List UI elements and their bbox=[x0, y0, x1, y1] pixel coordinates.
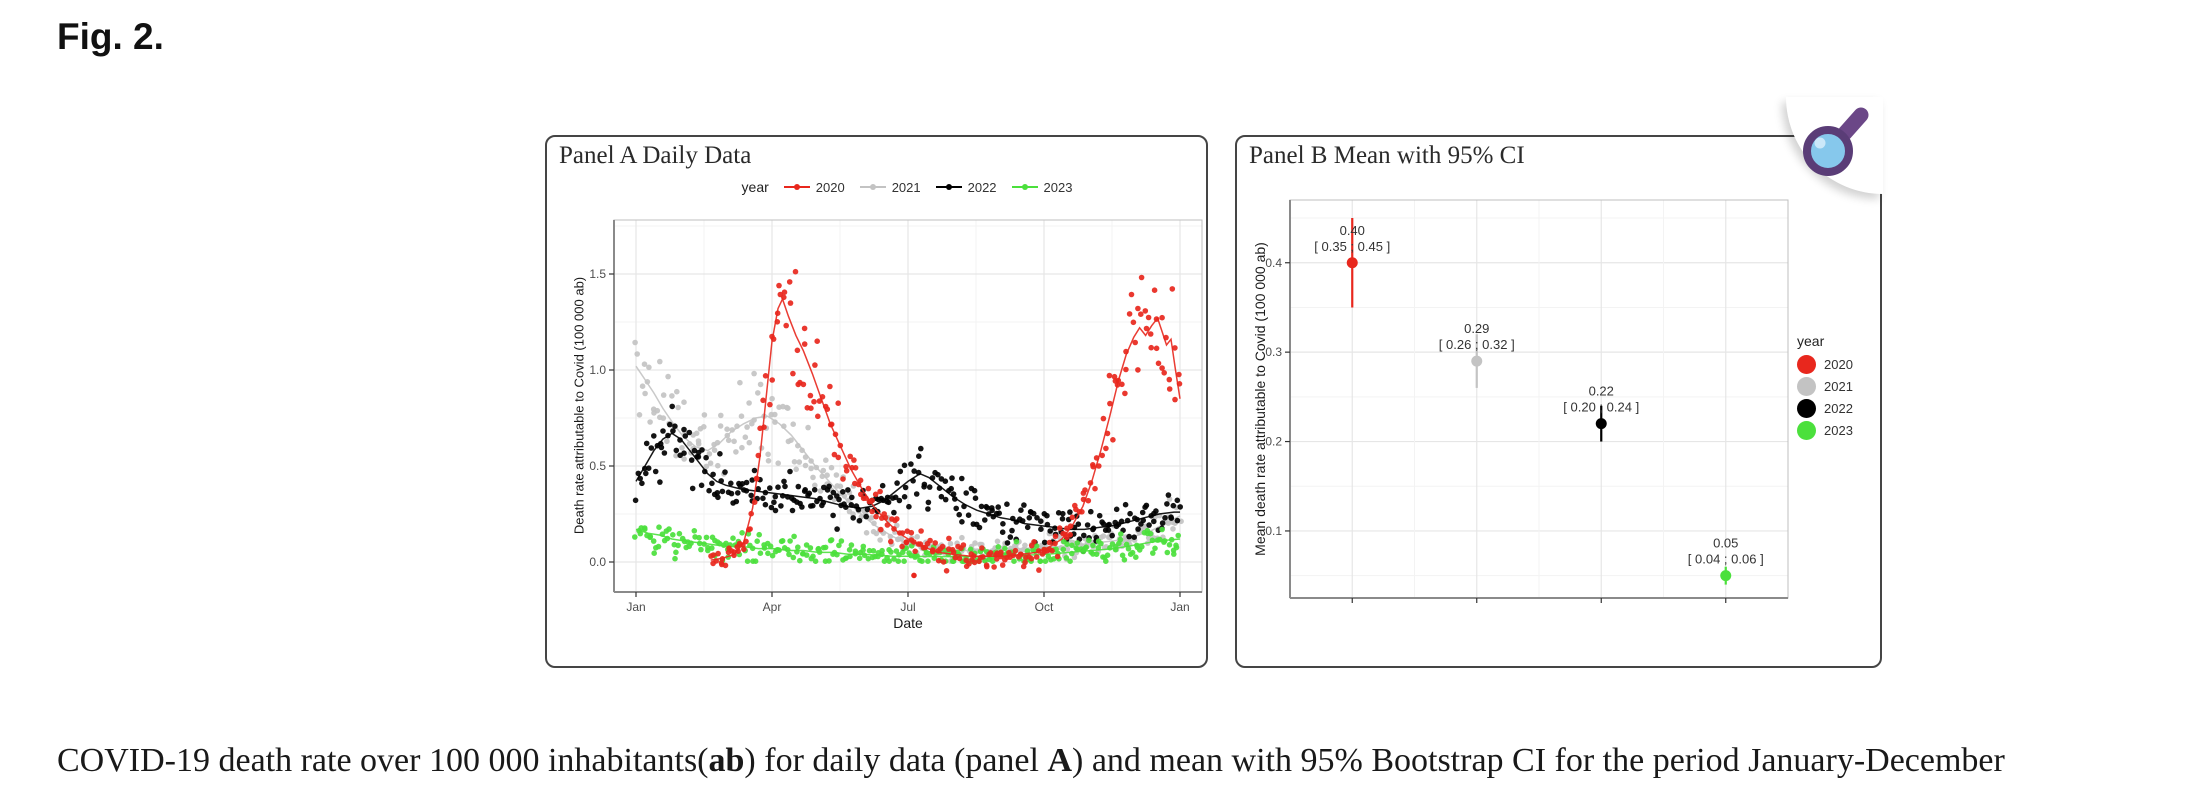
panel-b-title: Panel B Mean with 95% CI bbox=[1249, 142, 1525, 169]
pointrange-2021: 0.29[ 0.26 ; 0.32 ] bbox=[1439, 321, 1515, 388]
legend-item-label: 2022 bbox=[1824, 400, 1853, 416]
svg-text:Jan: Jan bbox=[1170, 600, 1189, 614]
legend-dot-marker bbox=[1797, 376, 1816, 396]
panel-b-legend-title: year bbox=[1797, 333, 1825, 349]
svg-text:0.4: 0.4 bbox=[1265, 256, 1282, 270]
legend-item-label: 2022 bbox=[967, 179, 997, 195]
legend-item-label: 2021 bbox=[1824, 378, 1853, 394]
panel-b-gridlines bbox=[1290, 200, 1788, 598]
panel-a-legend-item-2020: 2020 bbox=[783, 179, 845, 195]
panel-b-chart: 0.40[ 0.35 ; 0.45 ]0.29[ 0.26 ; 0.32 ]0.… bbox=[1265, 199, 1789, 603]
caption-segment: ) for daily data (panel bbox=[744, 742, 1048, 779]
pointrange-2023: 0.05[ 0.04 ; 0.06 ] bbox=[1688, 536, 1764, 585]
ci-value-label: [ 0.04 ; 0.06 ] bbox=[1688, 552, 1764, 567]
panel-b-y-axis-label: Mean death rate attributable to Covid (1… bbox=[1252, 242, 1268, 556]
series-2023-line bbox=[635, 528, 1181, 558]
panel-b-pointranges: 0.40[ 0.35 ; 0.45 ]0.29[ 0.26 ; 0.32 ]0.… bbox=[1314, 218, 1764, 585]
panel-a-legend-item-2023: 2023 bbox=[1011, 179, 1073, 195]
panel-b-legend-item-2022: 2022 bbox=[1797, 398, 1853, 418]
mean-value-label: 0.05 bbox=[1713, 536, 1738, 551]
legend-line-dot-marker bbox=[783, 182, 810, 192]
legend-line-dot-marker bbox=[935, 182, 962, 192]
panel-a-series bbox=[632, 268, 1184, 579]
svg-text:0.1: 0.1 bbox=[1265, 524, 1282, 538]
panel-a-x-axis-label: Date bbox=[893, 615, 923, 631]
svg-text:1.5: 1.5 bbox=[589, 267, 606, 281]
panel-a-legend-item-2022: 2022 bbox=[935, 179, 997, 195]
caption-bold-segment: ab bbox=[708, 742, 745, 779]
svg-text:0.2: 0.2 bbox=[1265, 435, 1282, 449]
svg-text:1.0: 1.0 bbox=[589, 363, 606, 377]
legend-item-label: 2020 bbox=[815, 179, 845, 195]
svg-text:0.5: 0.5 bbox=[589, 459, 606, 473]
svg-text:Apr: Apr bbox=[763, 600, 782, 614]
caption-segment: ) and mean with 95% Bootstrap CI for the… bbox=[1072, 742, 2005, 779]
panel-a-box: Panel A Daily Data year 2020 2021 2022 2023… bbox=[545, 135, 1208, 668]
legend-line-dot-marker bbox=[859, 182, 886, 192]
series-2022-line bbox=[635, 432, 1180, 531]
svg-text:Jul: Jul bbox=[900, 600, 915, 614]
svg-text:0.0: 0.0 bbox=[589, 555, 606, 569]
panel-b-legend-item-2021: 2021 bbox=[1797, 376, 1853, 396]
pointrange-2022: 0.22[ 0.20 ; 0.24 ] bbox=[1563, 384, 1639, 442]
panel-b-legend-item-2020: 2020 bbox=[1797, 354, 1853, 374]
panel-b-legend-item-2023: 2023 bbox=[1797, 420, 1853, 440]
caption-segment: COVID-19 death rate over 100 000 inhabit… bbox=[57, 742, 709, 779]
figure-caption: COVID-19 death rate over 100 000 inhabit… bbox=[57, 742, 2005, 780]
legend-item-label: 2023 bbox=[1043, 179, 1073, 195]
panel-a-axis-ticks: Jan Apr Jul Oct Jan 0.0 0.5 1.0 1.5 bbox=[589, 267, 1189, 614]
figure-number-label: Fig. 2. bbox=[57, 16, 164, 57]
legend-item-label: 2023 bbox=[1824, 422, 1853, 438]
svg-text:0.3: 0.3 bbox=[1265, 345, 1282, 359]
legend-dot-marker bbox=[1797, 354, 1816, 374]
legend-dot-marker bbox=[1797, 420, 1816, 440]
series-2020-points bbox=[708, 268, 1183, 574]
series-2020-line bbox=[710, 297, 1181, 561]
panel-a-y-axis-label: Death rate attributable to Covid (100 00… bbox=[571, 276, 587, 535]
caption-bold-segment: A bbox=[1047, 742, 1073, 779]
ci-value-label: [ 0.20 ; 0.24 ] bbox=[1563, 400, 1639, 415]
panel-a-title: Panel A Daily Data bbox=[559, 142, 752, 169]
mean-value-label: 0.40 bbox=[1340, 223, 1365, 238]
pointrange-2020: 0.40[ 0.35 ; 0.45 ] bbox=[1314, 218, 1390, 308]
outlier-point bbox=[911, 572, 917, 579]
legend-dot-marker bbox=[1797, 398, 1816, 418]
ci-value-label: [ 0.26 ; 0.32 ] bbox=[1439, 337, 1515, 352]
panel-a-legend-title: year bbox=[741, 179, 769, 195]
magnifier-icon bbox=[1803, 107, 1869, 176]
panel-a-legend: year 2020 2021 2022 2023 bbox=[614, 179, 1200, 195]
panel-a-chart: Jan Apr Jul Oct Jan 0.0 0.5 1.0 1.5 bbox=[589, 219, 1203, 614]
figure-zoom-button[interactable] bbox=[1786, 97, 1883, 194]
svg-text:Jan: Jan bbox=[626, 600, 645, 614]
legend-line-dot-marker bbox=[1011, 182, 1038, 192]
panel-b-legend: year 2020 2021 2022 2023 bbox=[1797, 333, 1853, 440]
mean-value-label: 0.22 bbox=[1589, 384, 1614, 399]
legend-item-label: 2020 bbox=[1824, 356, 1853, 372]
legend-item-label: 2021 bbox=[891, 179, 921, 195]
mean-value-label: 0.29 bbox=[1464, 321, 1489, 336]
panel-a-legend-item-2021: 2021 bbox=[859, 179, 921, 195]
svg-text:Oct: Oct bbox=[1035, 600, 1054, 614]
panel-b-box: Panel B Mean with 95% CI 0.40[ 0.35 ; 0.… bbox=[1235, 135, 1882, 668]
ci-value-label: [ 0.35 ; 0.45 ] bbox=[1314, 239, 1390, 254]
panel-b-axis-ticks: 0.1 0.2 0.3 0.4 bbox=[1265, 256, 1727, 603]
